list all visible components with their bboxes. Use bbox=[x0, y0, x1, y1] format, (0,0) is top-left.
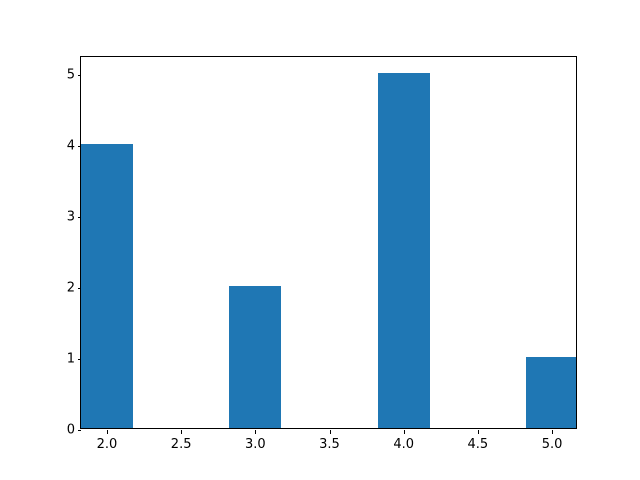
y-tick-label: 2 bbox=[66, 280, 75, 296]
bar bbox=[526, 356, 576, 428]
x-tick-mark bbox=[329, 430, 331, 434]
x-tick-label: 3.0 bbox=[244, 437, 266, 452]
y-tick-mark bbox=[77, 287, 81, 289]
y-tick-mark bbox=[77, 430, 81, 431]
y-tick-mark bbox=[77, 216, 81, 218]
y-tick-label: 5 bbox=[66, 67, 75, 83]
bar bbox=[377, 72, 430, 428]
x-tick-label: 2.5 bbox=[170, 437, 192, 452]
x-tick-label: 4.5 bbox=[467, 437, 489, 452]
y-tick-mark bbox=[77, 358, 81, 360]
x-tick-label: 4.0 bbox=[393, 437, 415, 452]
x-tick-mark bbox=[477, 430, 479, 434]
x-tick-label: 2.0 bbox=[96, 437, 118, 452]
bar bbox=[81, 143, 133, 428]
y-tick-label: 4 bbox=[66, 138, 75, 154]
x-tick-mark bbox=[403, 430, 405, 434]
x-tick-mark bbox=[255, 430, 257, 434]
y-tick-label: 3 bbox=[66, 209, 75, 225]
plot-axes: 2.0 2.5 3.0 3.5 4.0 4.5 5.0 0 1 2 3 4 5 bbox=[67, 56, 577, 452]
x-tick-mark bbox=[552, 430, 554, 434]
bar bbox=[229, 285, 282, 428]
y-tick-label: 1 bbox=[66, 351, 75, 367]
y-tick-mark bbox=[77, 145, 81, 147]
y-tick-mark bbox=[77, 74, 81, 76]
y-tick-label: 0 bbox=[66, 422, 75, 438]
plot-area bbox=[81, 57, 576, 428]
x-tick-label: 3.5 bbox=[319, 437, 340, 452]
x-tick-label: 5.0 bbox=[541, 437, 563, 452]
x-tick-mark bbox=[106, 430, 108, 434]
x-tick-mark bbox=[181, 430, 183, 434]
